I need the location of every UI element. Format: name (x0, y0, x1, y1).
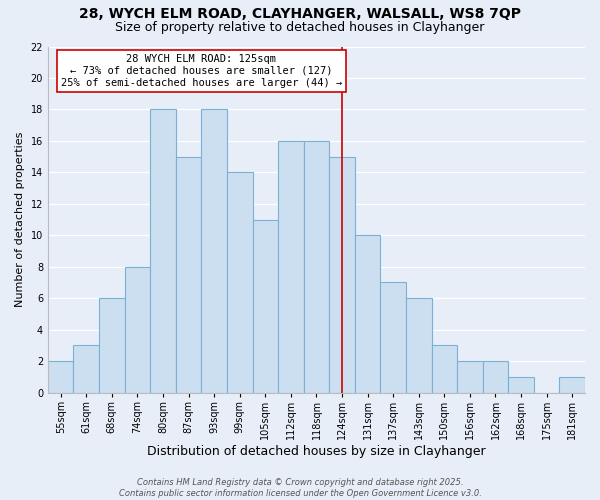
Bar (508, 377, 534, 392)
Bar (176, 156, 202, 392)
Bar (380, 282, 406, 393)
Y-axis label: Number of detached properties: Number of detached properties (15, 132, 25, 307)
Bar (278, 141, 304, 393)
Bar (329, 156, 355, 392)
Bar (253, 220, 278, 392)
Bar (431, 346, 457, 393)
Bar (99, 298, 125, 392)
Bar (304, 141, 329, 393)
Bar (150, 110, 176, 393)
Bar (482, 361, 508, 392)
Text: 28 WYCH ELM ROAD: 125sqm
← 73% of detached houses are smaller (127)
25% of semi-: 28 WYCH ELM ROAD: 125sqm ← 73% of detach… (61, 54, 342, 88)
Bar (125, 267, 150, 392)
Bar (73, 346, 99, 393)
X-axis label: Distribution of detached houses by size in Clayhanger: Distribution of detached houses by size … (147, 444, 486, 458)
Bar (406, 298, 431, 392)
Bar (48, 361, 73, 392)
Text: 28, WYCH ELM ROAD, CLAYHANGER, WALSALL, WS8 7QP: 28, WYCH ELM ROAD, CLAYHANGER, WALSALL, … (79, 8, 521, 22)
Bar (457, 361, 482, 392)
Bar (202, 110, 227, 393)
Bar (227, 172, 253, 392)
Text: Contains HM Land Registry data © Crown copyright and database right 2025.
Contai: Contains HM Land Registry data © Crown c… (119, 478, 481, 498)
Bar (355, 236, 380, 392)
Bar (559, 377, 585, 392)
Text: Size of property relative to detached houses in Clayhanger: Size of property relative to detached ho… (115, 21, 485, 34)
